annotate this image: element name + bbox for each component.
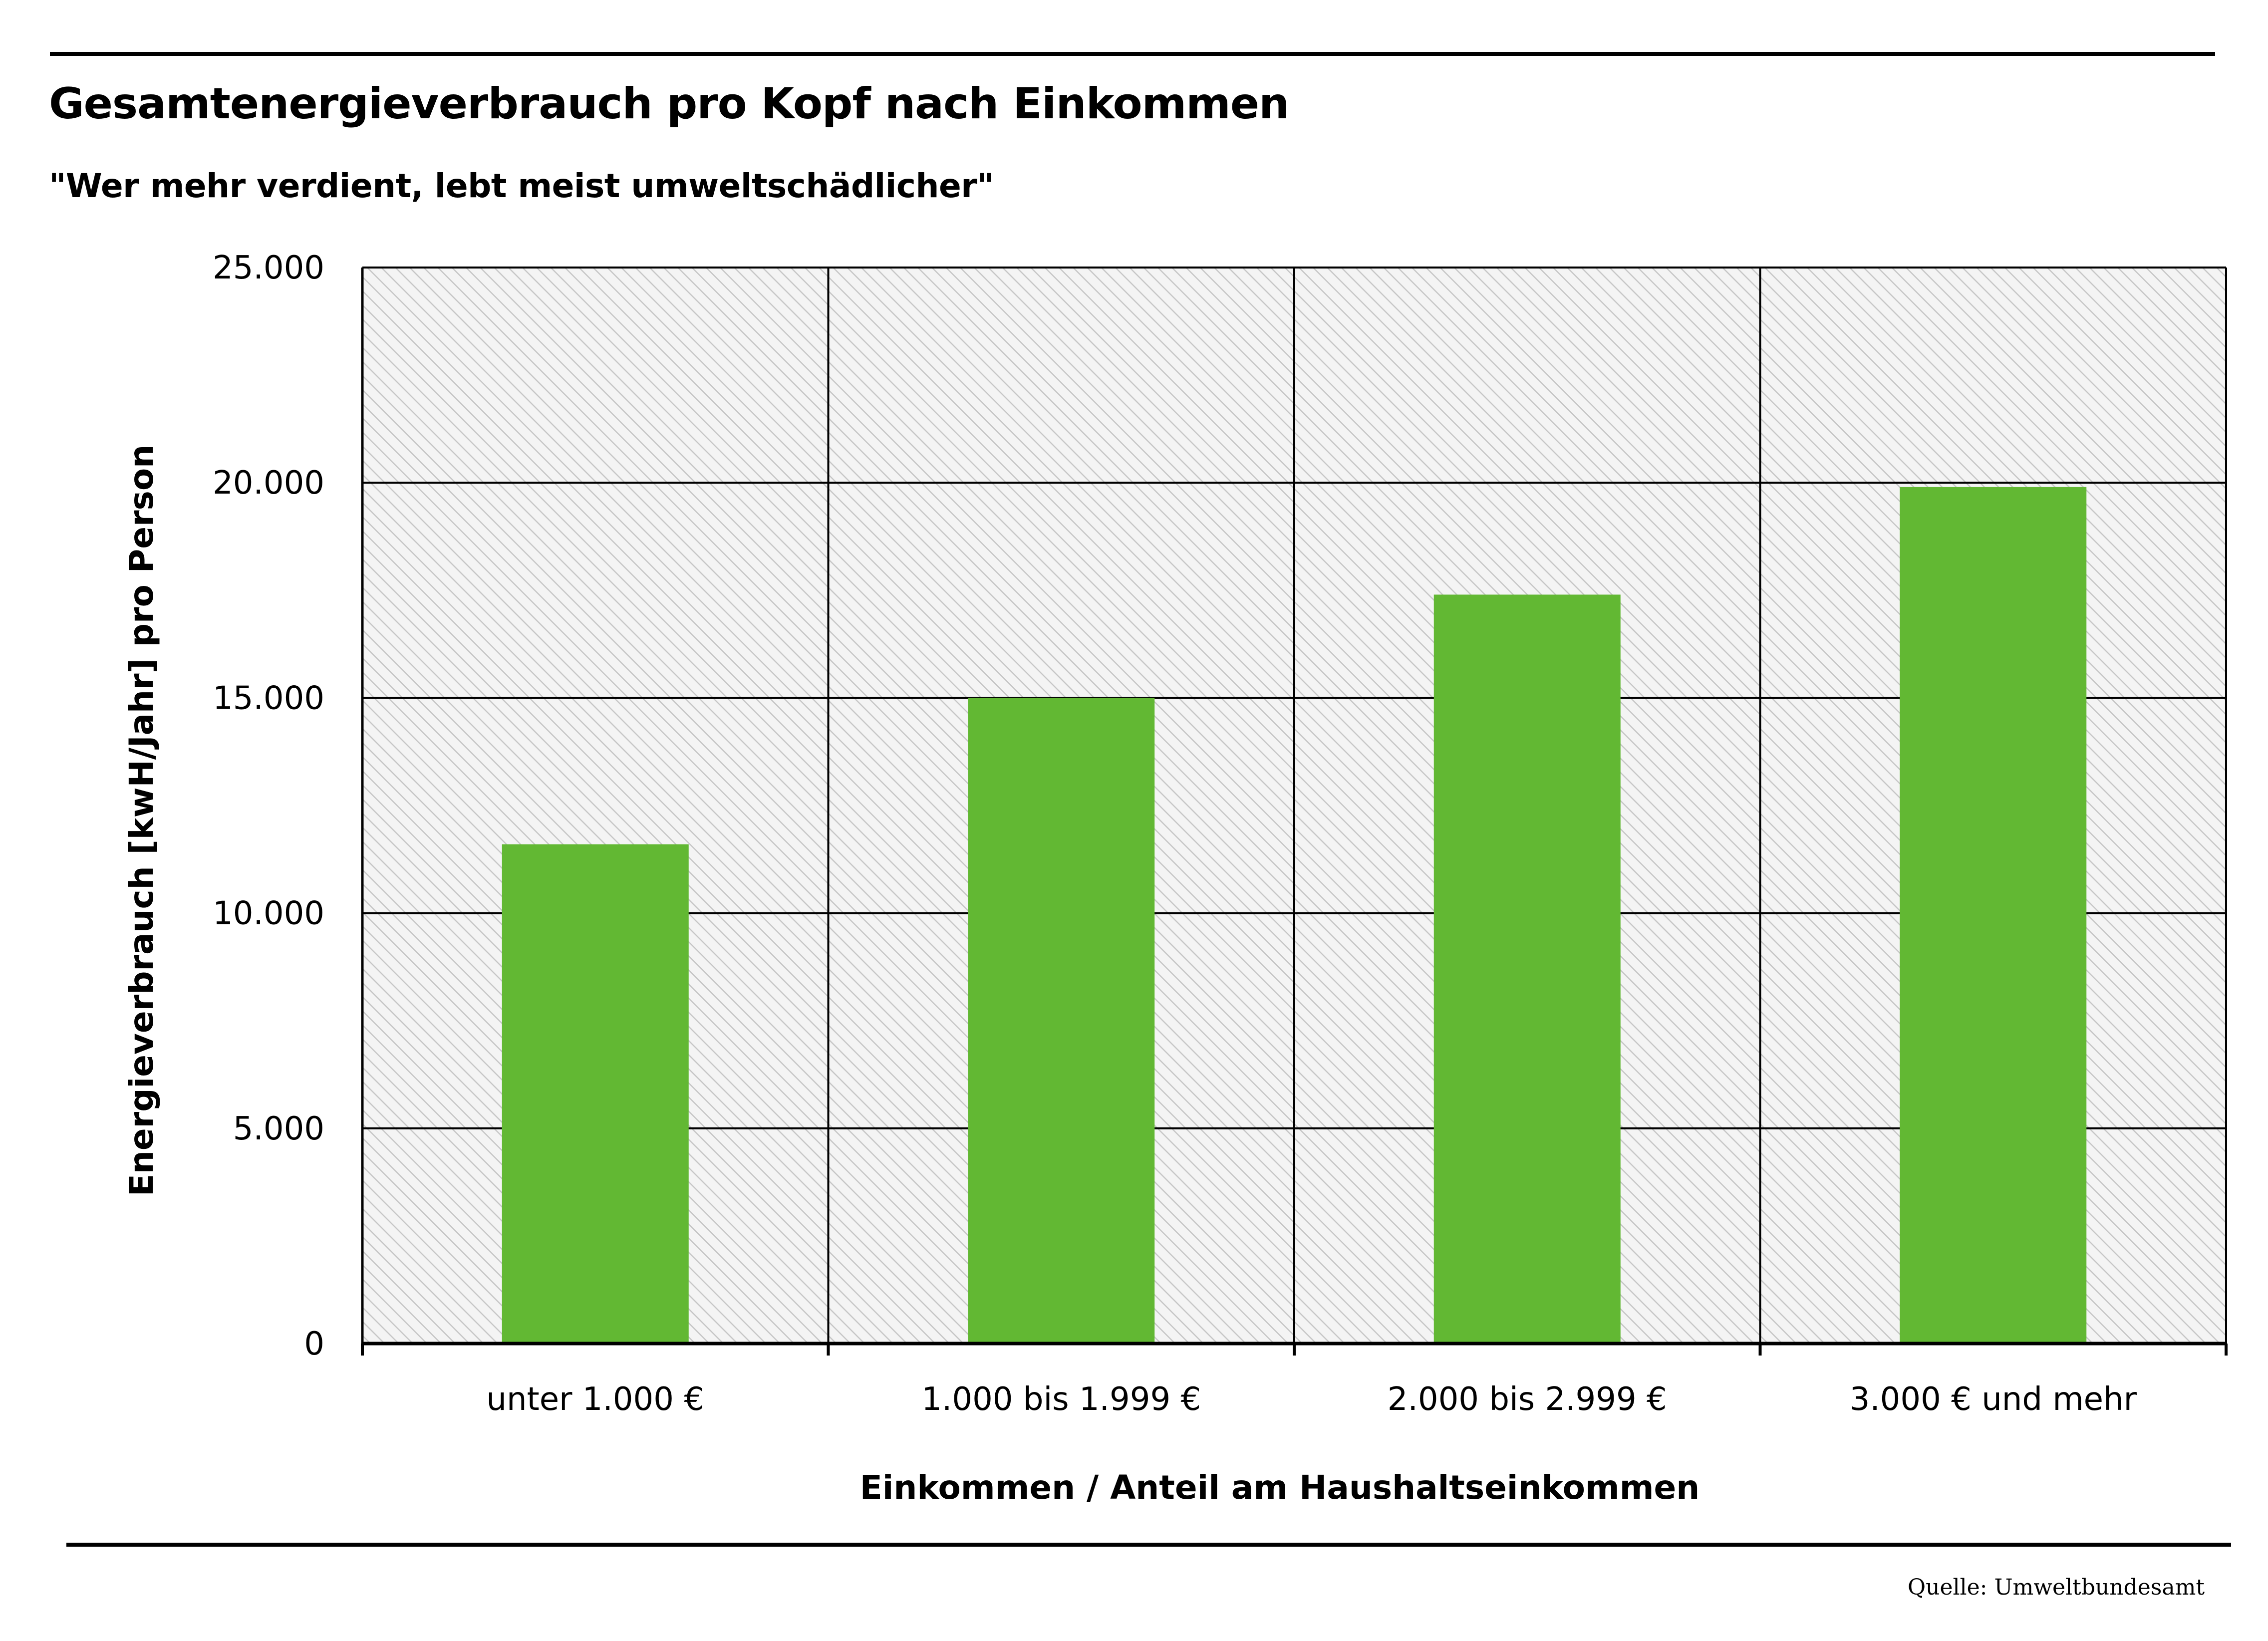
bars xyxy=(502,487,2087,1344)
x-tick-label: 3.000 € und mehr xyxy=(1850,1381,2137,1418)
x-tick-label: unter 1.000 € xyxy=(486,1381,704,1418)
y-axis-label: Energieverbrauch [kwH/Jahr] pro Person xyxy=(122,445,161,1196)
y-tick-label: 20.000 xyxy=(213,465,324,502)
x-axis-label: Einkommen / Anteil am Haushaltseinkommen xyxy=(860,1468,1700,1507)
top-rule xyxy=(50,52,2215,56)
y-tick-label: 5.000 xyxy=(233,1110,324,1147)
axes xyxy=(361,268,2228,1356)
y-tick-label: 25.000 xyxy=(213,250,324,286)
y-tick-label: 10.000 xyxy=(213,895,324,932)
bar xyxy=(968,698,1155,1344)
source-note: Quelle: Umweltbundesamt xyxy=(1908,1575,2205,1600)
bar xyxy=(502,844,689,1344)
x-tick-labels: unter 1.000 € 1.000 bis 1.999 € 2.000 bis … xyxy=(486,1381,2137,1418)
bar xyxy=(1900,487,2087,1344)
y-tick-labels: 0 5.000 10.000 15.000 20.000 25.000 xyxy=(213,250,324,1363)
x-tick-label: 1.000 bis 1.999 € xyxy=(921,1381,1201,1418)
chart-subtitle: "Wer mehr verdient, lebt meist umweltsch… xyxy=(49,167,994,205)
y-tick-label: 15.000 xyxy=(213,680,324,717)
x-tick-label: 2.000 bis 2.999 € xyxy=(1388,1381,1667,1418)
y-tick-label: 0 xyxy=(304,1326,324,1363)
bottom-rule xyxy=(66,1543,2231,1547)
bar xyxy=(1433,594,1621,1344)
chart-title: Gesamtenergieverbrauch pro Kopf nach Ein… xyxy=(49,79,1289,129)
